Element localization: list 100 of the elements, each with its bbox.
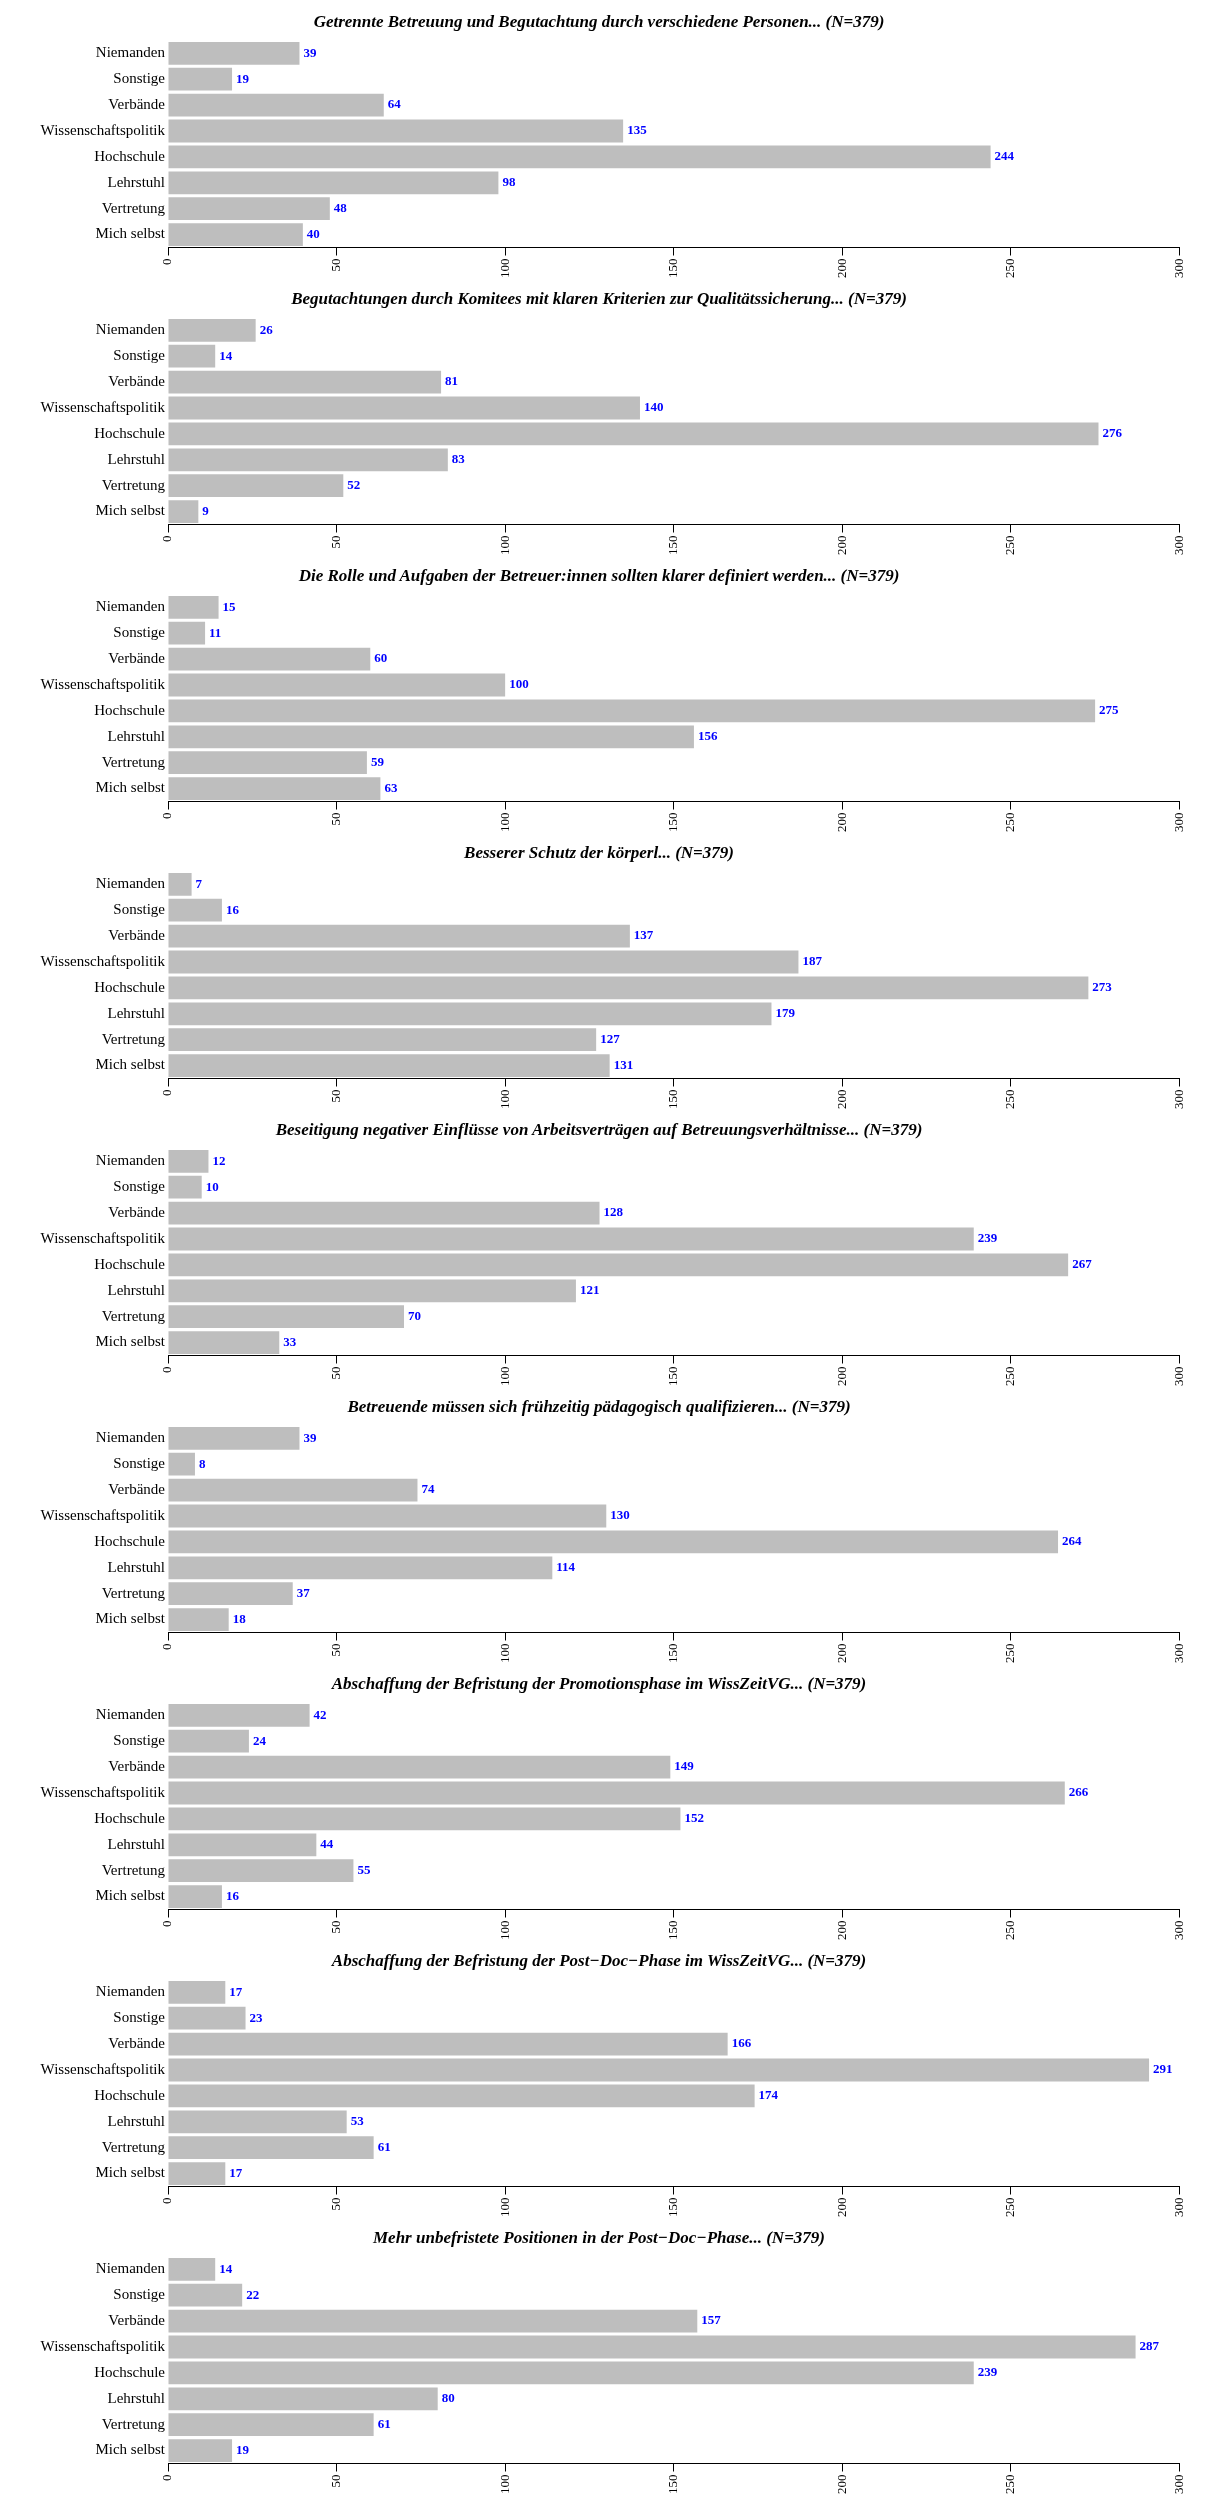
x-tick-label: 100 bbox=[496, 1920, 512, 1940]
bar bbox=[168, 422, 1099, 446]
y-tick-label: Wissenschaftspolitik bbox=[40, 2337, 166, 2354]
bar bbox=[168, 1504, 607, 1528]
data-label: 19 bbox=[236, 70, 250, 86]
bar bbox=[168, 2413, 374, 2437]
y-tick-label: Mich selbst bbox=[95, 225, 166, 242]
chart-title: Getrennte Betreuung und Begutachtung durch verschiedene Personen... (N=379) bbox=[313, 11, 885, 31]
y-tick-label: Verbände bbox=[108, 927, 166, 944]
bar bbox=[168, 2032, 728, 2056]
y-tick-label: Niemanden bbox=[95, 875, 166, 892]
x-tick-label: 100 bbox=[496, 1366, 512, 1386]
y-tick-label: Vertretung bbox=[101, 476, 166, 493]
x-tick-label: 200 bbox=[833, 812, 849, 832]
y-tick-label: Lehrstuhl bbox=[107, 1835, 165, 1852]
y-tick-label: Niemanden bbox=[95, 598, 166, 615]
y-tick-label: Vertretung bbox=[101, 1030, 166, 1047]
data-label: 39 bbox=[303, 44, 317, 60]
bar bbox=[168, 448, 448, 472]
data-label: 22 bbox=[246, 2286, 260, 2302]
data-label: 275 bbox=[1099, 702, 1120, 718]
bar bbox=[168, 976, 1089, 1000]
y-tick-label: Mich selbst bbox=[95, 1056, 166, 1073]
bar bbox=[168, 2257, 216, 2281]
x-tick-label: 50 bbox=[327, 258, 343, 272]
x-tick-label: 200 bbox=[833, 535, 849, 555]
y-tick-label: Verbände bbox=[108, 373, 166, 390]
x-tick-label: 0 bbox=[159, 1643, 175, 1650]
x-tick-label: 50 bbox=[327, 535, 343, 549]
data-label: 267 bbox=[1072, 1256, 1093, 1272]
bar bbox=[168, 2387, 438, 2411]
data-label: 16 bbox=[225, 1887, 240, 1903]
data-label: 121 bbox=[579, 1282, 600, 1298]
y-tick-label: Verbände bbox=[108, 2312, 166, 2329]
data-label: 24 bbox=[252, 1732, 267, 1748]
data-label: 33 bbox=[283, 1333, 297, 1349]
y-tick-label: Sonstige bbox=[113, 1732, 166, 1749]
x-tick-label: 100 bbox=[496, 2197, 512, 2217]
y-tick-label: Wissenschaftspolitik bbox=[40, 952, 166, 969]
data-label: 55 bbox=[357, 1862, 371, 1878]
bar bbox=[168, 2006, 246, 2030]
x-tick-label: 150 bbox=[665, 2197, 681, 2217]
data-label: 12 bbox=[212, 1152, 226, 1168]
data-label: 239 bbox=[977, 2364, 998, 2380]
x-tick-label: 150 bbox=[665, 1089, 681, 1109]
x-tick-label: 250 bbox=[1002, 2474, 1018, 2494]
y-tick-label: Niemanden bbox=[95, 2260, 166, 2277]
data-label: 19 bbox=[236, 2441, 250, 2457]
data-label: 60 bbox=[374, 650, 388, 666]
x-tick-label: 150 bbox=[665, 258, 681, 278]
y-tick-label: Wissenschaftspolitik bbox=[40, 121, 166, 138]
data-label: 140 bbox=[643, 399, 664, 415]
chart-title: Abschaffung der Befristung der Promotionsphase im WissZeitVG... (N=379) bbox=[330, 1673, 867, 1693]
y-tick-label: Sonstige bbox=[113, 901, 166, 918]
y-tick-label: Verbände bbox=[108, 650, 166, 667]
bar bbox=[168, 1478, 418, 1502]
bar bbox=[168, 2136, 374, 2160]
data-label: 128 bbox=[603, 1204, 624, 1220]
data-label: 266 bbox=[1068, 1784, 1089, 1800]
data-label: 37 bbox=[296, 1585, 311, 1601]
x-tick-label: 300 bbox=[1170, 258, 1186, 278]
y-tick-label: Wissenschaftspolitik bbox=[40, 1506, 166, 1523]
bar bbox=[168, 2335, 1136, 2359]
data-label: 17 bbox=[229, 2164, 243, 2180]
data-label: 74 bbox=[421, 1481, 435, 1497]
y-tick-label: Hochschule bbox=[94, 1809, 166, 1826]
bar bbox=[168, 1530, 1059, 1554]
bar bbox=[168, 500, 199, 523]
y-tick-label: Hochschule bbox=[94, 2363, 166, 2380]
x-tick-label: 150 bbox=[665, 1366, 681, 1386]
x-tick-label: 300 bbox=[1170, 2197, 1186, 2217]
bar bbox=[168, 1002, 772, 1026]
x-tick-label: 200 bbox=[833, 1089, 849, 1109]
bar bbox=[168, 2162, 226, 2185]
data-label: 44 bbox=[320, 1836, 334, 1852]
bar bbox=[168, 1331, 280, 1354]
y-tick-label: Hochschule bbox=[94, 1255, 166, 1272]
y-tick-label: Verbände bbox=[108, 2035, 166, 2052]
y-tick-label: Hochschule bbox=[94, 2086, 166, 2103]
bar bbox=[168, 2361, 974, 2385]
y-tick-label: Lehrstuhl bbox=[107, 1281, 165, 1298]
data-label: 157 bbox=[701, 2312, 722, 2328]
bar bbox=[168, 1885, 222, 1908]
x-tick-label: 150 bbox=[665, 812, 681, 832]
data-label: 174 bbox=[758, 2087, 779, 2103]
bar bbox=[168, 2309, 698, 2333]
x-tick-label: 100 bbox=[496, 1643, 512, 1663]
x-tick-label: 300 bbox=[1170, 1089, 1186, 1109]
x-tick-label: 300 bbox=[1170, 535, 1186, 555]
data-label: 7 bbox=[195, 875, 203, 891]
x-tick-label: 200 bbox=[833, 258, 849, 278]
y-tick-label: Mich selbst bbox=[95, 779, 166, 796]
y-tick-label: Verbände bbox=[108, 96, 166, 113]
x-tick-label: 50 bbox=[327, 2474, 343, 2488]
bar bbox=[168, 223, 303, 246]
bar bbox=[168, 1807, 681, 1831]
y-tick-label: Verbände bbox=[108, 1758, 166, 1775]
x-tick-label: 250 bbox=[1002, 1920, 1018, 1940]
bar bbox=[168, 344, 216, 368]
bar bbox=[168, 119, 624, 143]
